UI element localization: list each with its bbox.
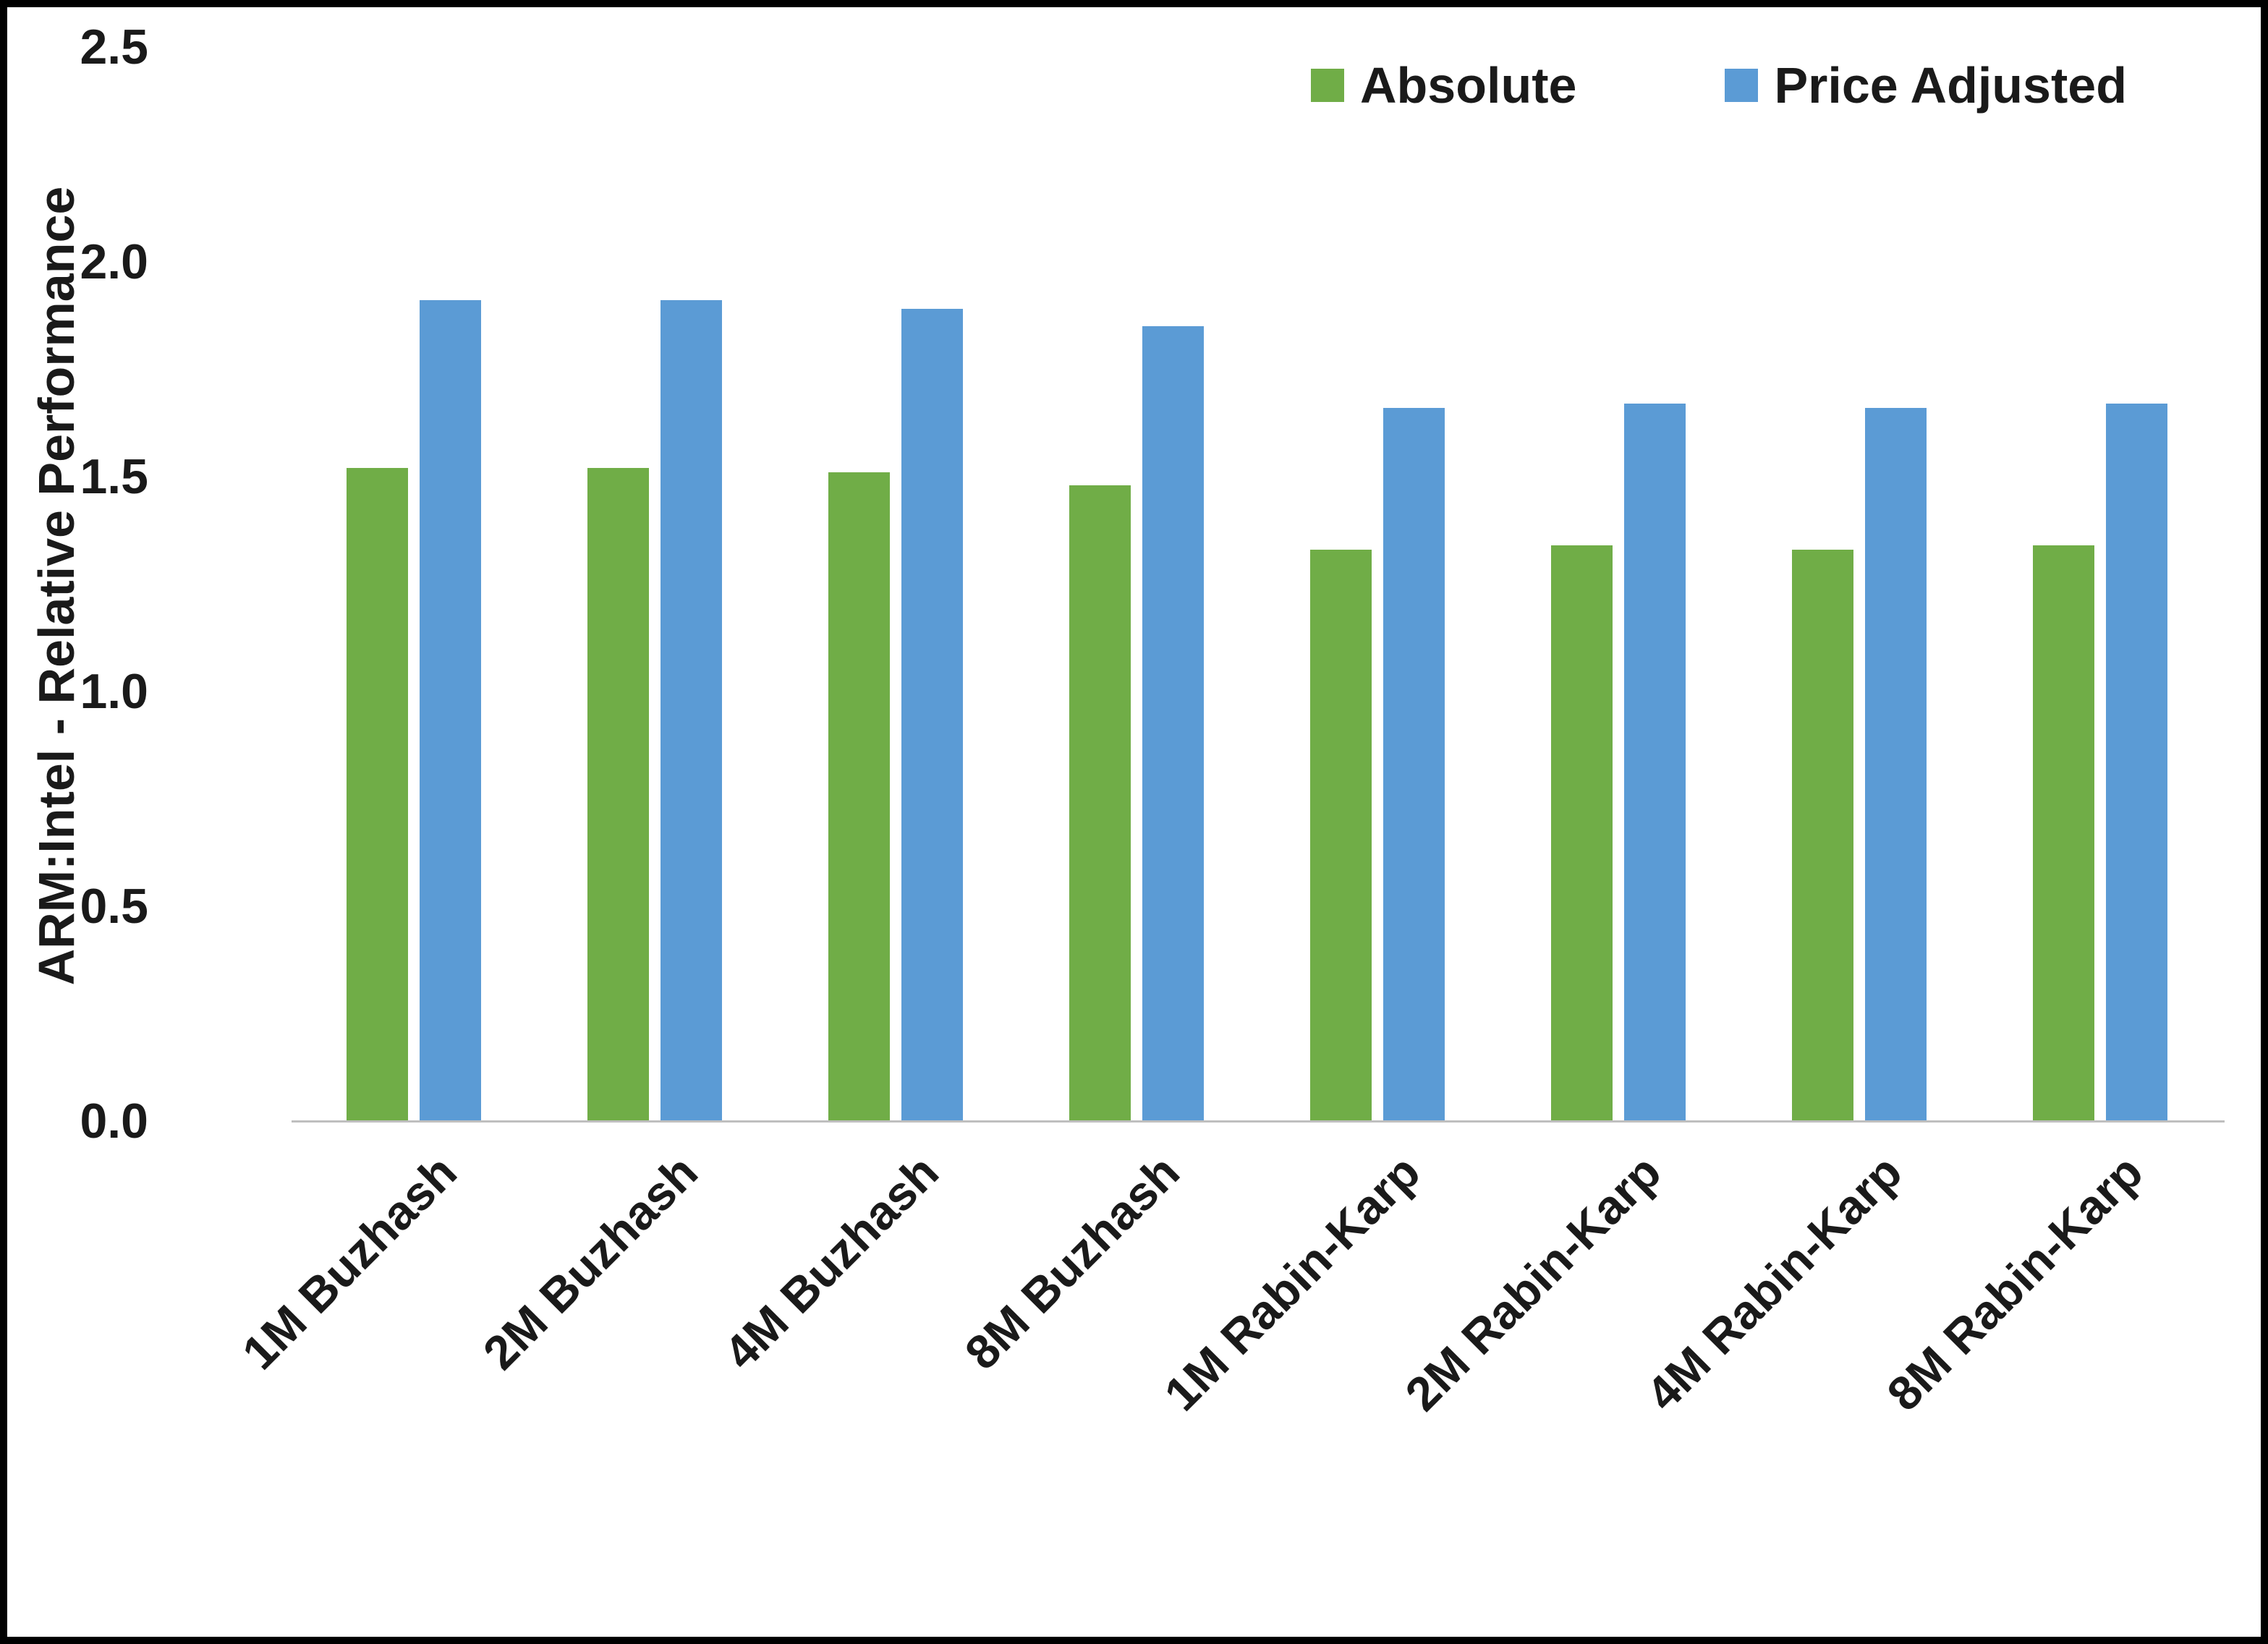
bar-group xyxy=(2033,404,2168,1121)
bar-absolute xyxy=(587,468,649,1121)
bar-price-adjusted xyxy=(1865,408,1927,1121)
y-tick-label: 0.5 xyxy=(80,879,148,934)
bar-group xyxy=(587,300,722,1121)
bar-group xyxy=(346,300,481,1121)
bar-price-adjusted xyxy=(2106,404,2168,1121)
bar-price-adjusted xyxy=(901,309,963,1121)
bar-absolute xyxy=(1069,485,1131,1121)
y-tick-label: 2.5 xyxy=(80,20,148,74)
bar-absolute xyxy=(828,472,890,1121)
bar-price-adjusted xyxy=(660,300,722,1121)
bar-absolute xyxy=(1310,550,1372,1121)
bar-group xyxy=(1310,408,1445,1121)
bar-group xyxy=(1792,408,1927,1121)
bar-group xyxy=(828,309,963,1121)
bar-price-adjusted xyxy=(419,300,481,1121)
bar-absolute xyxy=(346,468,408,1121)
legend: Absolute Price Adjusted xyxy=(1311,56,2127,114)
legend-label-price-adjusted: Price Adjusted xyxy=(1774,57,2127,114)
legend-item-price-adjusted: Price Adjusted xyxy=(1725,56,2127,114)
plot-area xyxy=(293,47,2221,1121)
bar-group xyxy=(1069,326,1204,1121)
y-axis-ticks: 0.0 0.5 1.0 1.5 2.0 2.5 xyxy=(7,7,2261,1637)
bar-price-adjusted xyxy=(1383,408,1445,1121)
bar-group xyxy=(1551,404,1686,1121)
legend-swatch-price-adjusted xyxy=(1725,69,1759,102)
x-axis-line xyxy=(292,1120,2225,1123)
y-tick-label: 1.0 xyxy=(80,664,148,719)
legend-label-absolute: Absolute xyxy=(1360,57,1577,114)
bar-absolute xyxy=(1551,545,1613,1121)
bar-price-adjusted xyxy=(1142,326,1204,1121)
bar-absolute xyxy=(1792,550,1854,1121)
legend-swatch-absolute xyxy=(1311,69,1344,102)
bar-price-adjusted xyxy=(1624,404,1686,1121)
y-tick-label: 0.0 xyxy=(80,1094,148,1149)
bar-absolute xyxy=(2033,545,2095,1121)
y-tick-label: 1.5 xyxy=(80,449,148,504)
legend-item-absolute: Absolute xyxy=(1311,56,1576,114)
y-tick-label: 2.0 xyxy=(80,234,148,289)
